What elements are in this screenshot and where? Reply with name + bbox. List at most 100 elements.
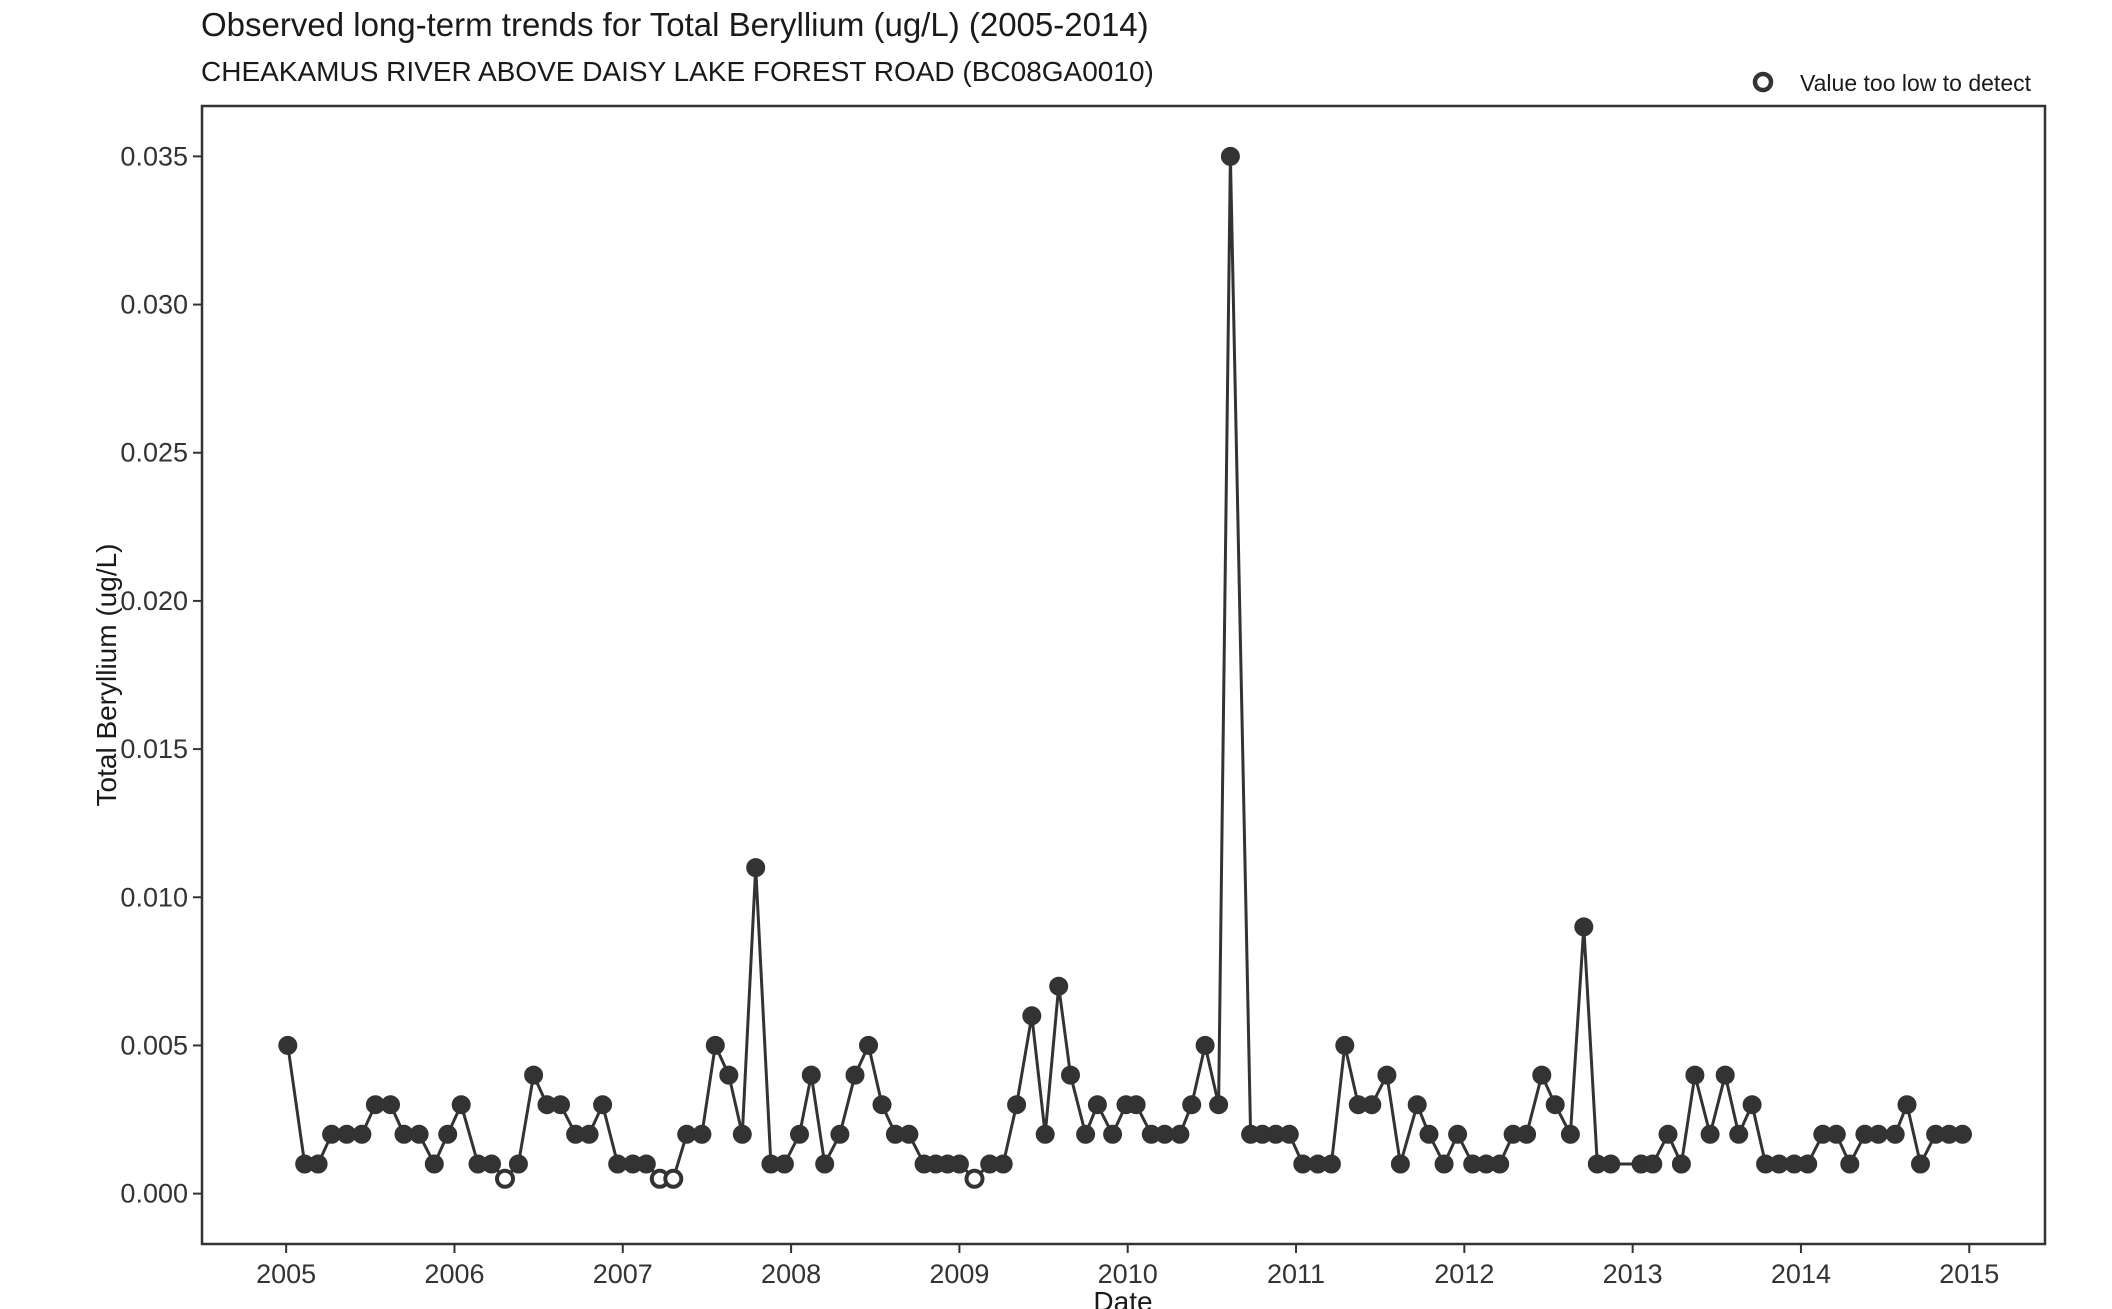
data-point — [719, 1065, 739, 1085]
y-tick-label: 0.010 — [120, 882, 188, 912]
data-point — [845, 1065, 865, 1085]
data-point — [352, 1124, 372, 1144]
data-point — [1517, 1124, 1537, 1144]
data-point — [1321, 1154, 1341, 1174]
data-point — [1076, 1124, 1096, 1144]
data-point — [524, 1065, 544, 1085]
y-tick-label: 0.000 — [120, 1179, 188, 1209]
x-tick-label: 2008 — [761, 1259, 821, 1289]
y-tick-label: 0.025 — [120, 438, 188, 468]
y-axis-title: Total Beryllium (ug/L) — [91, 544, 122, 807]
data-point — [1126, 1095, 1146, 1115]
data-point — [1049, 976, 1069, 996]
y-tick-label: 0.015 — [120, 734, 188, 764]
data-point — [409, 1124, 429, 1144]
data-point — [1715, 1065, 1735, 1085]
plot-frame — [200, 104, 2047, 1246]
data-point — [1335, 1035, 1355, 1055]
data-point — [692, 1124, 712, 1144]
data-point-below-detection — [495, 1168, 515, 1189]
data-point — [1574, 917, 1594, 937]
data-point — [1742, 1095, 1762, 1115]
data-point — [732, 1124, 752, 1144]
data-point — [278, 1035, 298, 1055]
data-point — [1490, 1154, 1510, 1174]
data-point — [1362, 1095, 1382, 1115]
data-point — [1897, 1095, 1917, 1115]
data-point — [1545, 1095, 1565, 1115]
x-tick-label: 2009 — [929, 1259, 989, 1289]
data-point — [1061, 1065, 1080, 1085]
x-tick-label: 2005 — [256, 1259, 316, 1289]
data-point — [1868, 1124, 1888, 1144]
data-point — [1643, 1154, 1663, 1174]
data-point — [1220, 146, 1240, 166]
series-line — [286, 154, 1963, 1181]
data-point — [774, 1154, 794, 1174]
legend: Value too low to detect — [1752, 70, 2032, 96]
data-point — [424, 1154, 444, 1174]
data-point — [508, 1154, 528, 1174]
data-point — [1658, 1124, 1678, 1144]
chart-title: Observed long-term trends for Total Bery… — [201, 6, 1149, 43]
data-point — [899, 1124, 919, 1144]
data-point — [1407, 1095, 1427, 1115]
x-tick-label: 2014 — [1771, 1259, 1831, 1289]
data-point — [1377, 1065, 1397, 1085]
data-point — [1671, 1154, 1691, 1174]
data-point — [1434, 1154, 1454, 1174]
data-point — [1685, 1065, 1705, 1085]
data-point — [1007, 1095, 1027, 1115]
y-tick-label: 0.020 — [120, 586, 188, 616]
legend-label: Value too low to detect — [1800, 70, 2032, 96]
x-tick-label: 2015 — [1939, 1259, 1999, 1289]
x-tick-label: 2013 — [1603, 1259, 1663, 1289]
y-tick-label: 0.035 — [120, 141, 188, 171]
data-point — [1419, 1124, 1439, 1144]
data-point — [1195, 1035, 1215, 1055]
y-tick-label: 0.005 — [120, 1030, 188, 1060]
data-point — [705, 1035, 725, 1055]
data-point — [1035, 1124, 1055, 1144]
data-point — [1885, 1124, 1905, 1144]
data-point — [1448, 1124, 1468, 1144]
data-point — [1170, 1124, 1190, 1144]
data-point — [636, 1154, 656, 1174]
data-point — [1532, 1065, 1552, 1085]
legend-open-circle-marker — [1752, 71, 1774, 93]
data-point — [593, 1095, 613, 1115]
data-point — [1022, 1006, 1042, 1026]
data-point — [1182, 1095, 1202, 1115]
x-tick-label: 2012 — [1434, 1259, 1494, 1289]
data-point — [1390, 1154, 1410, 1174]
data-point-below-detection — [663, 1168, 684, 1189]
data-points — [278, 146, 1972, 1189]
data-point — [1729, 1124, 1749, 1144]
x-tick-label: 2010 — [1098, 1259, 1158, 1289]
data-point — [1103, 1124, 1123, 1144]
x-tick-label: 2007 — [593, 1259, 653, 1289]
data-point — [482, 1154, 501, 1174]
data-point — [1826, 1124, 1846, 1144]
data-point — [551, 1095, 570, 1115]
x-tick-label: 2006 — [424, 1259, 484, 1289]
data-point — [949, 1154, 969, 1174]
data-point — [830, 1124, 850, 1144]
data-point — [1279, 1124, 1299, 1144]
data-point — [1560, 1124, 1580, 1144]
data-point — [308, 1154, 328, 1174]
data-point — [381, 1095, 400, 1115]
data-point — [872, 1095, 892, 1115]
chart-subtitle: CHEAKAMUS RIVER ABOVE DAISY LAKE FOREST … — [201, 56, 1154, 87]
x-tick-label: 2011 — [1267, 1259, 1325, 1289]
data-point — [1700, 1124, 1720, 1144]
data-point — [1911, 1154, 1930, 1174]
data-point — [993, 1154, 1013, 1174]
data-point — [790, 1124, 809, 1144]
data-point — [1840, 1154, 1860, 1174]
data-point — [1087, 1095, 1107, 1115]
axes: 0.000 0.005 0.010 0.015 0.020 0.025 0.030 0.035… — [120, 104, 2047, 1289]
data-point — [1601, 1154, 1621, 1174]
data-point — [801, 1065, 821, 1085]
